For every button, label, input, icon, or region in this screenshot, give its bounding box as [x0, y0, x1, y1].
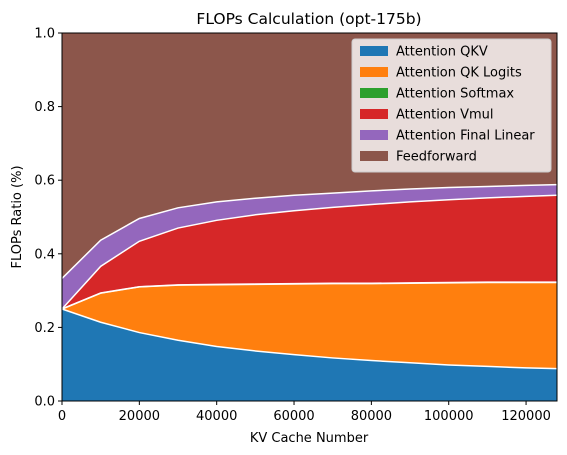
legend-box	[351, 38, 552, 173]
legend-label-attention-final-linear: Attention Final Linear	[396, 129, 535, 144]
legend-label-attention-softmax: Attention Softmax	[396, 87, 514, 102]
y-tick-label: 1.0	[34, 27, 55, 42]
x-tick-label: 100000	[424, 409, 474, 424]
area-boundaries	[61, 183, 558, 370]
boundary-line	[61, 281, 557, 310]
legend: Attention QKV Attention QK Logits Attentio…	[351, 38, 552, 173]
legend-label-attention-vmul: Attention Vmul	[396, 108, 494, 123]
y-tick-label: 0.0	[34, 395, 55, 410]
area-attention-qk-logits	[62, 282, 557, 369]
x-axis-label: KV Cache Number	[250, 431, 369, 446]
legend-label-feedforward: Feedforward	[396, 150, 477, 165]
y-axis-label: FLOPs Ratio (%)	[10, 165, 25, 268]
y-tick-label: 0.4	[34, 247, 55, 262]
x-tick-label: 40000	[196, 409, 237, 424]
y-tick-label: 0.6	[34, 174, 55, 189]
area-attention-vmul	[62, 195, 557, 309]
legend-label-attention-qk-logits: Attention QK Logits	[396, 66, 522, 81]
x-tick-label: 60000	[273, 409, 314, 424]
x-axis-ticks: 0 20000 40000 60000 80000 100000 120000	[58, 401, 551, 424]
boundary-line	[61, 308, 558, 370]
legend-swatch-attention-qkv	[360, 46, 388, 56]
legend-swatch-attention-final-linear	[360, 130, 388, 140]
legend-swatch-attention-vmul	[360, 109, 388, 119]
x-tick-label: 0	[58, 409, 66, 424]
legend-swatch-feedforward	[360, 151, 388, 161]
y-axis-ticks: 0.0 0.2 0.4 0.6 0.8 1.0	[34, 27, 62, 410]
boundary-line	[61, 194, 558, 310]
legend-label-attention-qkv: Attention QKV	[396, 45, 488, 60]
legend-swatch-attention-softmax	[360, 88, 388, 98]
y-tick-label: 0.8	[34, 100, 55, 115]
plot-frame	[61, 32, 558, 402]
y-tick-label: 0.2	[34, 321, 55, 336]
x-tick-label: 120000	[501, 409, 551, 424]
legend-swatch-attention-qk-logits	[360, 67, 388, 77]
chart-title: FLOPs Calculation (opt-175b)	[196, 10, 421, 28]
area-attention-final-linear	[62, 184, 557, 309]
x-tick-label: 80000	[351, 409, 392, 424]
area-attention-qkv	[62, 309, 557, 401]
boundary-line	[61, 183, 558, 279]
x-tick-label: 20000	[119, 409, 160, 424]
